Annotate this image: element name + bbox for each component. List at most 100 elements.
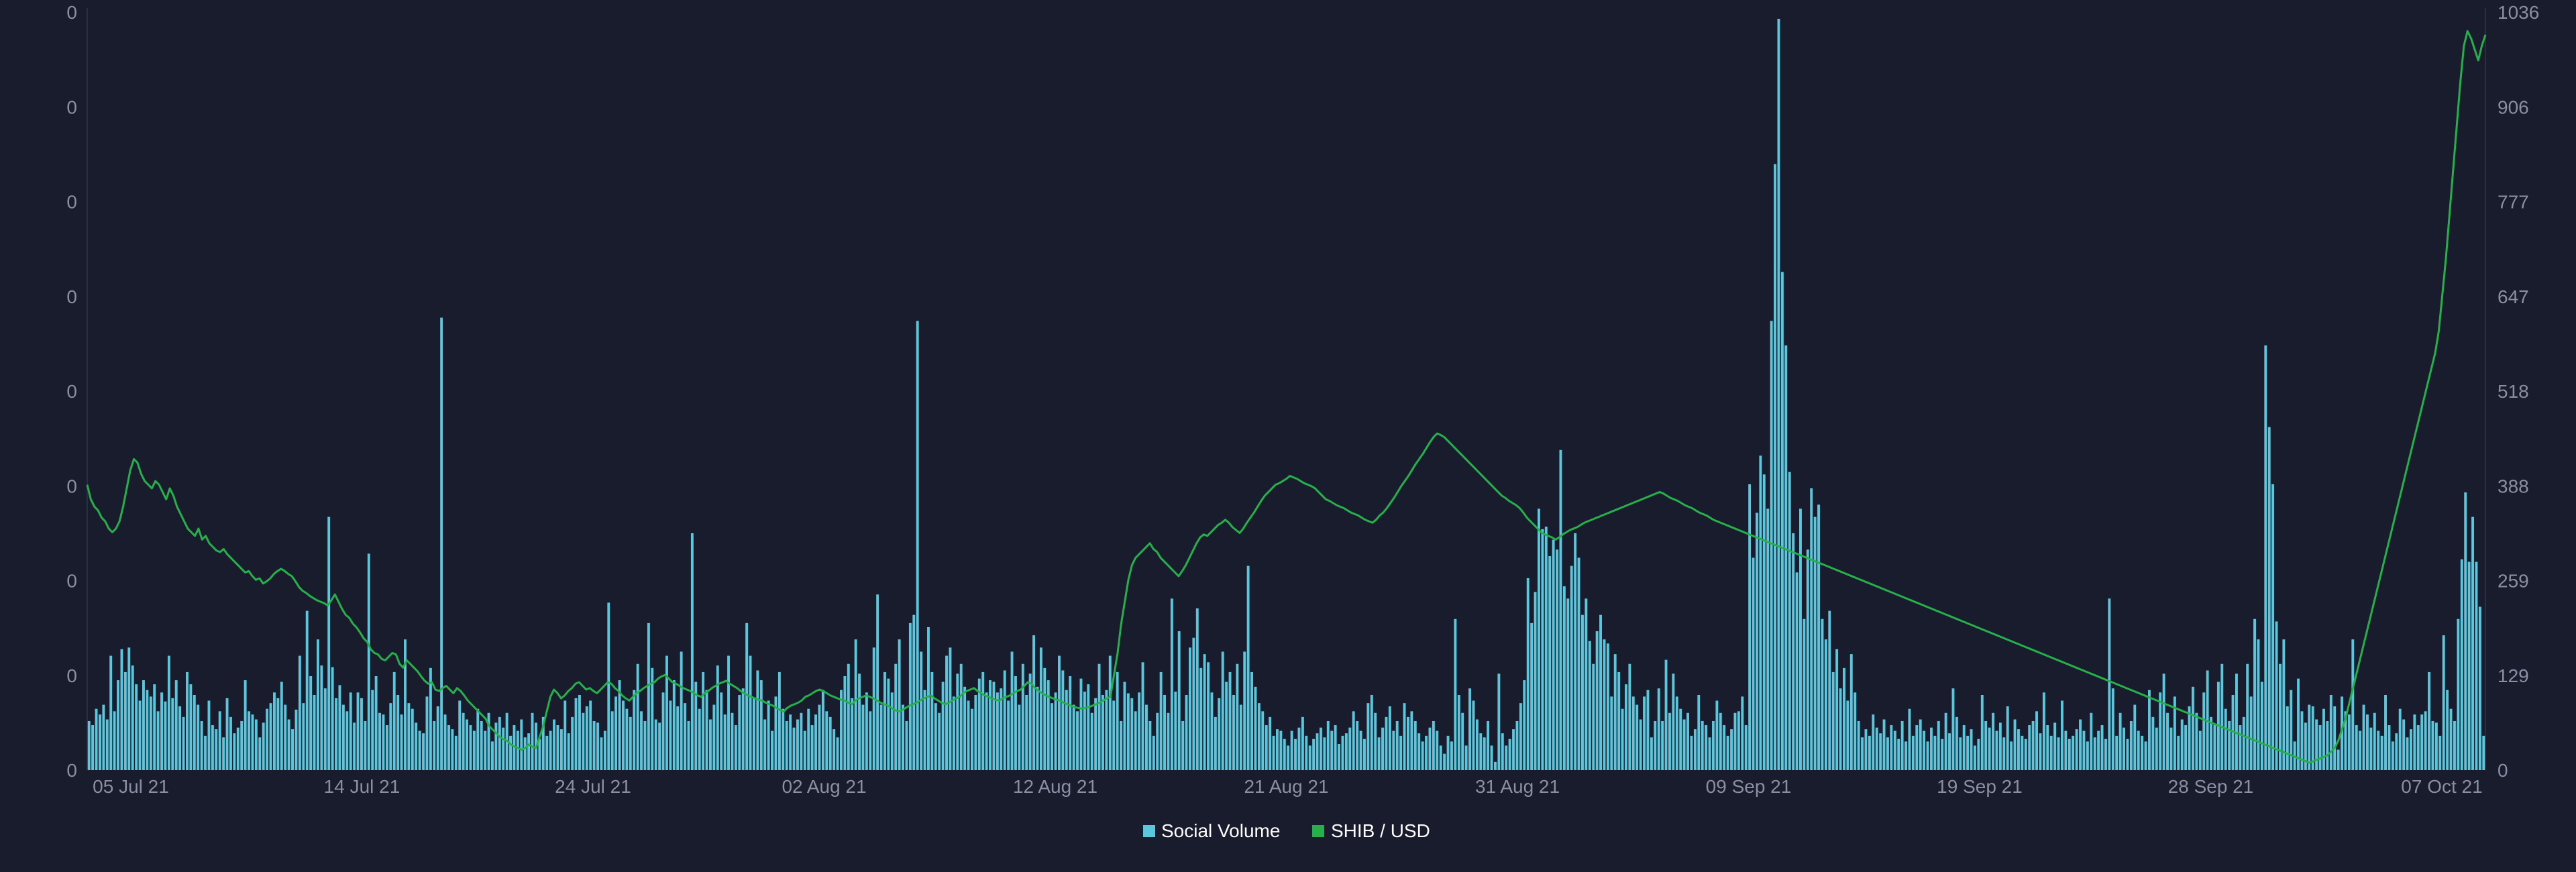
volume-bar [1076, 711, 1079, 770]
volume-bar [1039, 647, 1042, 770]
volume-bar [2304, 722, 2307, 770]
left-tick-label: 0 [66, 381, 77, 402]
volume-bar [574, 698, 578, 770]
volume-bar [440, 317, 443, 770]
volume-bar [1000, 688, 1003, 770]
volume-bar [1108, 655, 1112, 770]
volume-bar [229, 716, 232, 770]
volume-bar [938, 712, 941, 770]
volume-bar [1323, 737, 1326, 770]
volume-bar [1992, 712, 1994, 770]
volume-bar [669, 700, 672, 770]
volume-bar [1010, 651, 1014, 770]
volume-bar [698, 708, 701, 770]
volume-bar [1752, 557, 1755, 770]
right-tick-label: 777 [2498, 192, 2529, 213]
volume-bar [171, 698, 174, 770]
volume-bar [338, 685, 341, 770]
volume-bar [2104, 739, 2107, 770]
volume-bar [1508, 739, 1511, 770]
volume-bar [2159, 692, 2162, 770]
volume-bar [1003, 670, 1006, 770]
volume-bar [2322, 708, 2325, 770]
volume-bar [1810, 488, 1813, 770]
volume-bar [1864, 729, 1868, 770]
volume-bar [1279, 730, 1283, 770]
volume-bar [1450, 741, 1453, 770]
volume-bar [865, 692, 868, 770]
volume-bar [2446, 690, 2449, 770]
volume-bar [476, 708, 480, 770]
volume-bar [1079, 678, 1083, 770]
volume-bar [1974, 745, 1976, 770]
volume-bar [1697, 695, 1701, 770]
volume-bar [262, 722, 265, 770]
volume-bar [273, 692, 276, 770]
volume-bar [1723, 725, 1726, 770]
volume-bar [240, 720, 244, 770]
volume-bar [709, 719, 712, 770]
legend-label-social-volume: Social Volume [1161, 820, 1280, 841]
x-tick-label: 14 Jul 21 [324, 776, 400, 797]
volume-bar [2213, 725, 2216, 770]
volume-bar [1250, 671, 1253, 770]
left-tick-label: 0 [66, 760, 77, 781]
volume-bar [385, 725, 388, 770]
volume-bar [341, 704, 345, 770]
volume-bar [109, 655, 113, 770]
volume-bar [1425, 735, 1428, 770]
volume-bar [1316, 733, 1319, 770]
volume-bar [186, 671, 189, 770]
volume-bar [571, 716, 574, 770]
volume-bar [502, 727, 505, 770]
volume-bar [99, 714, 101, 770]
volume-bar [509, 735, 512, 770]
volume-bar [2173, 696, 2176, 770]
volume-bar [705, 690, 708, 770]
volume-bar [872, 647, 875, 770]
volume-bar [814, 714, 817, 770]
volume-bar [117, 680, 119, 770]
volume-bar [1733, 712, 1737, 770]
volume-bar [687, 720, 690, 770]
volume-bar [2253, 618, 2256, 770]
volume-bar [1185, 695, 1188, 770]
volume-bar [291, 729, 294, 770]
right-tick-label: 906 [2498, 97, 2529, 117]
volume-bar [1065, 690, 1068, 770]
volume-bar [658, 722, 661, 770]
volume-bar [1232, 695, 1235, 770]
volume-bar [1843, 667, 1845, 770]
volume-bar [1606, 643, 1609, 770]
volume-bar [1338, 744, 1340, 770]
volume-bar [564, 700, 567, 770]
volume-bar [1407, 716, 1409, 770]
volume-bar [313, 695, 316, 770]
volume-bar [2275, 621, 2278, 770]
volume-bar [2467, 561, 2471, 770]
volume-bar [1457, 695, 1460, 770]
volume-bar [1835, 649, 1839, 770]
volume-bar [1421, 741, 1424, 770]
volume-bar [1043, 667, 1046, 770]
volume-bar [2377, 730, 2380, 770]
volume-bar [1461, 712, 1464, 770]
volume-bar [825, 711, 828, 770]
volume-bar [1541, 529, 1544, 770]
volume-bar [1774, 164, 1776, 770]
left-tick-label: 0 [66, 97, 77, 117]
volume-bar [2061, 700, 2063, 770]
volume-bar [1308, 745, 1311, 770]
volume-bar [2115, 735, 2118, 770]
volume-bar [643, 720, 647, 770]
volume-bar [1610, 696, 1613, 770]
volume-bar [429, 667, 432, 770]
volume-bar [87, 720, 91, 770]
volume-bar [167, 655, 170, 770]
volume-bar [1007, 700, 1010, 770]
volume-bar [1621, 708, 1624, 770]
volume-bar [1574, 533, 1577, 770]
volume-bar [523, 737, 527, 770]
volume-bar [807, 708, 810, 770]
